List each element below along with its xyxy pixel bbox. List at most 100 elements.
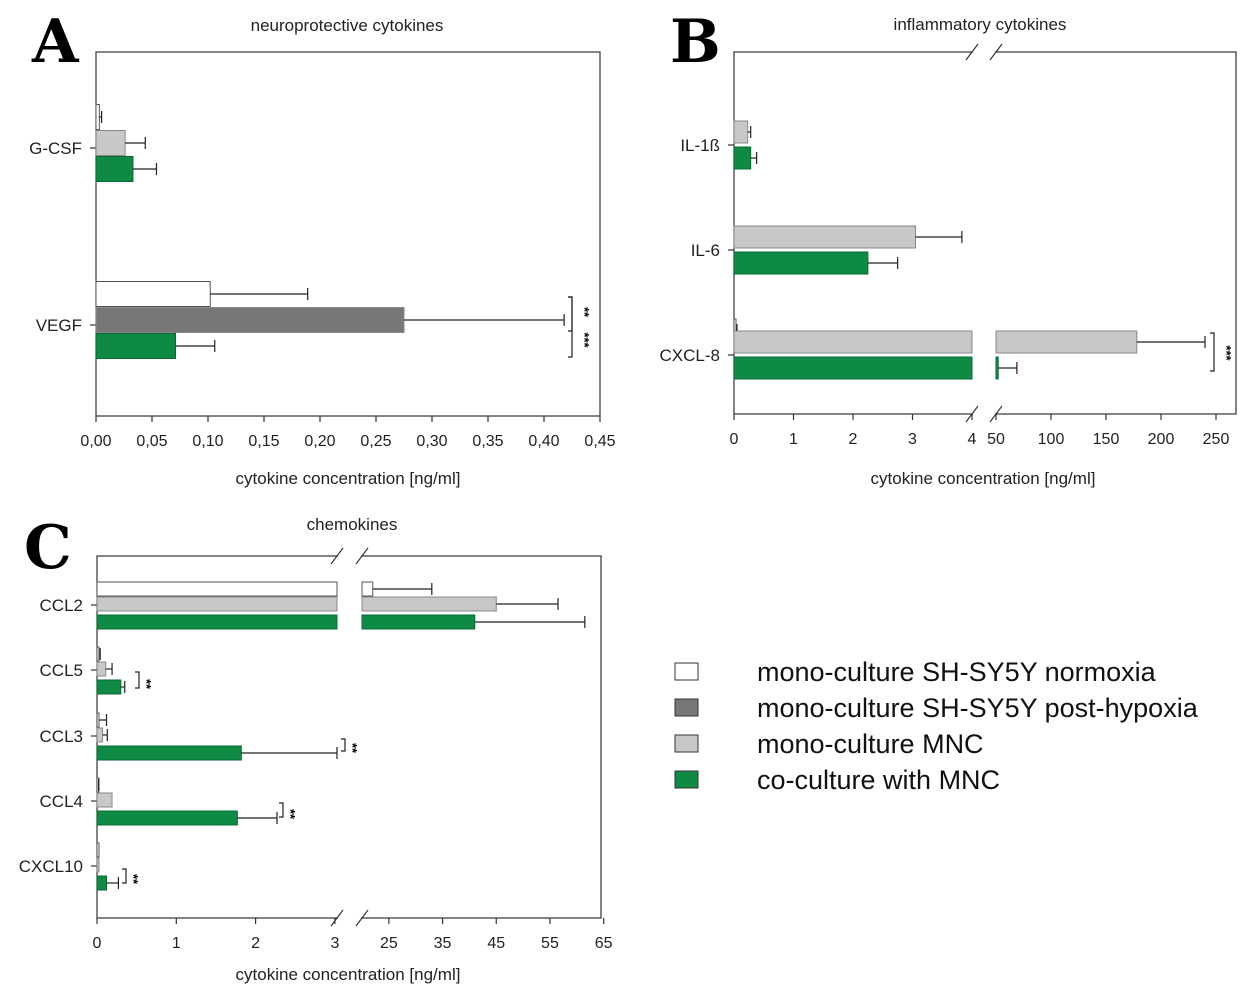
bar-normoxia	[96, 842, 100, 858]
panel-letter-a: A	[31, 7, 80, 77]
axis-break-mark	[355, 909, 369, 927]
legend-swatch-mono-mnc	[674, 734, 699, 753]
x-tick-label: 0,35	[472, 433, 503, 450]
category-label: CCL3	[40, 727, 83, 746]
bar-normoxia	[95, 104, 100, 130]
x-tick-label: 250	[1203, 431, 1230, 448]
category-label: CCL4	[40, 792, 83, 811]
bar-coculture	[733, 251, 869, 275]
plot-frame	[95, 51, 601, 417]
panel-c-xlabel: cytokine concentration [ng/ml]	[236, 965, 461, 984]
panel-b-title: inflammatory cytokines	[894, 15, 1067, 34]
category-label: IL-6	[691, 241, 720, 260]
x-tick-label: 25	[380, 935, 398, 952]
legend-label-coculture: co-culture with MNC	[757, 765, 1000, 795]
x-tick-label: 100	[1038, 431, 1065, 448]
axis-break-mark	[965, 43, 979, 61]
x-tick-label: 0,15	[248, 433, 279, 450]
panel-letter-c: C	[24, 513, 72, 583]
bar-mono-mnc	[361, 596, 497, 612]
bar-coculture	[96, 875, 108, 891]
axis-break-gap	[973, 46, 995, 58]
x-tick-label: 3	[330, 935, 339, 952]
category-label: VEGF	[36, 316, 82, 335]
significance-label: **	[345, 743, 360, 754]
bar-mono-mnc	[96, 792, 113, 808]
bar-coculture	[96, 679, 122, 695]
x-tick-label: 0,25	[360, 433, 391, 450]
axis-break-mark	[330, 909, 344, 927]
panel-b-chart: 0 1 2 3 4 50 100 150 200 250 IL-1ß IL-6 CXCL-8 ***	[660, 43, 1237, 448]
panel-a-chart: 0,00 0,05 0,10 0,15 0,20 0,25 0,30 0,35 0,40 0,45…	[29, 51, 616, 450]
x-tick-label: 65	[595, 935, 613, 952]
bar-mono-mnc	[733, 225, 916, 249]
axis-break-mark	[355, 547, 369, 565]
panel-c-title: chemokines	[307, 515, 398, 534]
bar-coculture	[995, 356, 999, 380]
axis-break-mark	[989, 43, 1003, 61]
category-label: CCL2	[40, 596, 83, 615]
category-label: CXCL10	[19, 857, 83, 876]
significance-bracket	[1210, 332, 1215, 372]
x-tick-label: 0,40	[528, 433, 559, 450]
bar-post-hypoxia	[95, 307, 405, 333]
axis-break-gap	[973, 408, 995, 420]
bar-mono-mnc	[96, 596, 338, 612]
x-tick-label: 0,20	[304, 433, 335, 450]
axis-break-gap	[338, 550, 361, 562]
bar-coculture	[733, 356, 973, 380]
bar-mono-mnc	[95, 130, 126, 156]
x-tick-label: 0	[93, 935, 102, 952]
legend-label-post-hypoxia: mono-culture SH-SY5Y post-hypoxia	[757, 693, 1199, 723]
legend: mono-culture SH-SY5Y normoxia mono-cultu…	[674, 657, 1199, 795]
axis-break-gap	[338, 912, 361, 924]
x-tick-label: 35	[434, 935, 452, 952]
x-tick-label: 0	[730, 431, 739, 448]
bar-normoxia	[96, 646, 100, 662]
x-tick-label: 3	[908, 431, 917, 448]
panel-letter-b: B	[670, 7, 721, 77]
bar-normoxia	[95, 281, 211, 307]
x-tick-label: 0,10	[192, 433, 223, 450]
x-tick-label: 50	[987, 431, 1005, 448]
bar-normoxia	[361, 581, 374, 597]
significance-bracket	[135, 671, 140, 689]
category-label: G-CSF	[29, 139, 82, 158]
x-tick-label: 4	[968, 431, 977, 448]
bar-coculture	[95, 156, 134, 182]
bar-coculture	[733, 146, 752, 170]
significance-label: ***	[577, 332, 592, 348]
x-tick-label: 1	[172, 935, 181, 952]
bar-normoxia	[96, 581, 338, 597]
bar-normoxia	[96, 712, 100, 728]
legend-swatch-post-hypoxia	[674, 698, 699, 717]
significance-bracket	[341, 738, 346, 752]
panel-b-xlabel: cytokine concentration [ng/ml]	[871, 469, 1096, 488]
legend-label-normoxia: mono-culture SH-SY5Y normoxia	[757, 657, 1157, 687]
legend-label-mono-mnc: mono-culture MNC	[757, 729, 984, 759]
significance-bracket	[122, 868, 127, 884]
x-tick-label: 55	[541, 935, 559, 952]
bar-mono-mnc	[733, 120, 749, 144]
x-tick-label: 2	[849, 431, 858, 448]
x-tick-label: 200	[1148, 431, 1175, 448]
significance-bracket	[279, 802, 284, 818]
legend-swatch-coculture	[674, 770, 699, 789]
panel-a-title: neuroprotective cytokines	[251, 16, 444, 35]
significance-label: **	[126, 874, 141, 885]
significance-label: **	[283, 809, 298, 820]
bar-mono-mnc	[733, 330, 973, 354]
significance-bracket	[568, 296, 573, 358]
category-label: IL-1ß	[680, 136, 720, 155]
x-tick-label: 1	[789, 431, 798, 448]
panel-c-chart: 0 1 2 3 25 35 45 55 65 CCL2 CCL5 CCL3 CCL4 CXCL10 ** **…	[19, 547, 613, 952]
category-label: CXCL-8	[660, 346, 720, 365]
bar-coculture	[96, 745, 242, 761]
bar-coculture	[96, 810, 238, 826]
bar-coculture	[96, 614, 338, 630]
x-tick-label: 0,30	[416, 433, 447, 450]
panel-a-xlabel: cytokine concentration [ng/ml]	[236, 469, 461, 488]
bar-coculture	[361, 614, 476, 630]
x-tick-label: 0,45	[584, 433, 615, 450]
